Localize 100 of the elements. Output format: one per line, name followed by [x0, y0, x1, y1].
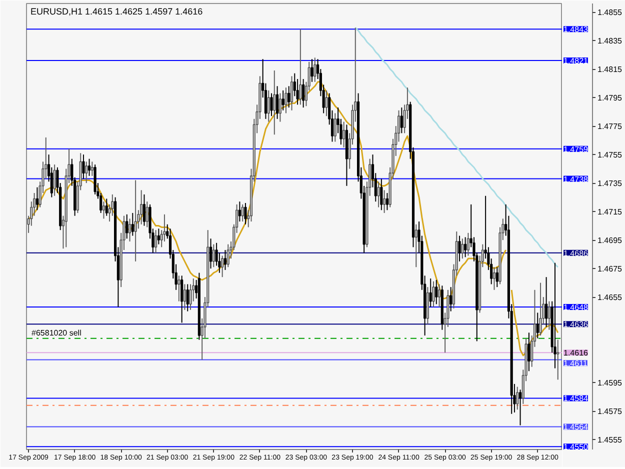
candlestick: [310, 58, 314, 82]
ref-line-label: 1.4686: [564, 248, 589, 258]
candlestick: [400, 107, 403, 134]
y-tick-label: 1.4855: [598, 8, 623, 18]
candlestick: [157, 228, 160, 245]
candlestick: [140, 190, 143, 225]
ref-line-label: 1.4843: [564, 25, 589, 34]
y-tick-label: 1.4775: [598, 122, 623, 132]
y-tick-label: 1.4555: [598, 436, 623, 445]
candlestick: [554, 262, 556, 369]
candlestick: [380, 178, 383, 211]
candlestick: [102, 201, 106, 220]
candlestick: [492, 266, 496, 290]
candlestick: [238, 201, 241, 222]
candlestick: [461, 238, 464, 260]
candlestick: [142, 194, 146, 226]
line-series: [354, 26, 559, 268]
candlestick: [496, 266, 498, 288]
candlestick: [377, 181, 380, 208]
candlestick: [278, 92, 282, 122]
candlestick: [186, 284, 189, 312]
candlestick: [82, 154, 85, 180]
y-tick-label: 1.4835: [598, 36, 623, 46]
y-tick-label: 1.4755: [598, 150, 623, 160]
candlestick: [302, 78, 305, 108]
ref-line-label: 1.4759: [564, 144, 589, 154]
candlestick: [536, 312, 539, 339]
ref-line-label: 1.4550: [564, 442, 589, 452]
candlestick: [224, 250, 227, 270]
candlestick: [432, 280, 435, 308]
candlestick: [284, 87, 288, 114]
candlestick: [314, 57, 316, 82]
candlestick: [178, 275, 180, 302]
candlestick: [325, 90, 328, 117]
candlestick: [85, 161, 88, 184]
y-tick-label: 1.4735: [598, 179, 623, 188]
candlestick: [438, 284, 441, 308]
candlestick: [209, 238, 212, 270]
candlestick: [299, 28, 302, 106]
y-tick-label: 1.4675: [598, 264, 623, 274]
candlestick: [146, 201, 148, 228]
candlestick: [131, 212, 134, 236]
candlestick: [466, 232, 470, 256]
candlestick: [528, 332, 530, 372]
candlestick: [458, 235, 461, 262]
candlestick: [36, 186, 38, 211]
candlestick: [273, 70, 276, 136]
y-tick-label: 1.4575: [598, 407, 623, 416]
candlestick: [450, 286, 452, 312]
candlestick: [276, 86, 279, 120]
candlestick: [180, 275, 184, 324]
ref-line-label: 1.4821: [564, 56, 589, 66]
candlestick: [88, 158, 91, 176]
candlestick: [244, 202, 247, 225]
candlestick: [128, 218, 132, 242]
ref-line-label: 1.4636: [564, 320, 589, 330]
ref-line-label: 1.4738: [564, 174, 589, 184]
candlestick: [435, 279, 438, 305]
candlestick: [90, 161, 94, 176]
candlestick: [183, 284, 186, 310]
y-tick-label: 1.4695: [598, 236, 623, 246]
ref-line-label: 1.4611: [564, 359, 588, 368]
candlestick: [414, 224, 418, 268]
candlestick: [288, 86, 290, 108]
candlestick: [290, 76, 294, 111]
candlestick: [212, 244, 215, 268]
candlestick: [226, 244, 230, 268]
candlestick: [383, 190, 386, 214]
candlestick: [556, 339, 560, 380]
y-tick-label: 1.4795: [598, 94, 623, 103]
candlestick: [282, 90, 284, 111]
candlestick: [334, 112, 336, 142]
candlestick: [539, 282, 542, 336]
candlestick: [464, 236, 467, 258]
candlestick: [267, 90, 270, 122]
ref-line-label: 1.4584: [564, 394, 589, 404]
annotation: #6581020 sell: [32, 328, 82, 338]
candlestick: [154, 230, 158, 254]
candlestick: [270, 92, 273, 117]
candlestick: [134, 180, 137, 262]
ref-line-label: 1.4648: [564, 303, 589, 312]
chart-title: EURUSD,H1 1.4615 1.4625 1.4597 1.4616: [30, 6, 203, 16]
ref-line-label: 1.4616: [564, 348, 589, 358]
y-tick-label: 1.4595: [598, 378, 623, 388]
candlestick: [53, 164, 56, 196]
candlestick: [518, 389, 522, 426]
candlestick: [342, 121, 346, 148]
candlestick: [548, 300, 550, 330]
candlestick: [221, 255, 224, 278]
ref-line-label: 1.4564: [564, 422, 589, 432]
candlestick: [105, 198, 108, 216]
y-tick-label: 1.4815: [598, 65, 623, 74]
y-tick-label: 1.4715: [598, 208, 623, 217]
candlestick: [516, 386, 519, 410]
candlestick: [386, 192, 389, 211]
candlestick: [126, 214, 128, 240]
candlestick: [545, 276, 548, 328]
candlestick: [429, 278, 432, 308]
candlestick: [241, 204, 244, 222]
y-tick-label: 1.4655: [598, 293, 623, 302]
